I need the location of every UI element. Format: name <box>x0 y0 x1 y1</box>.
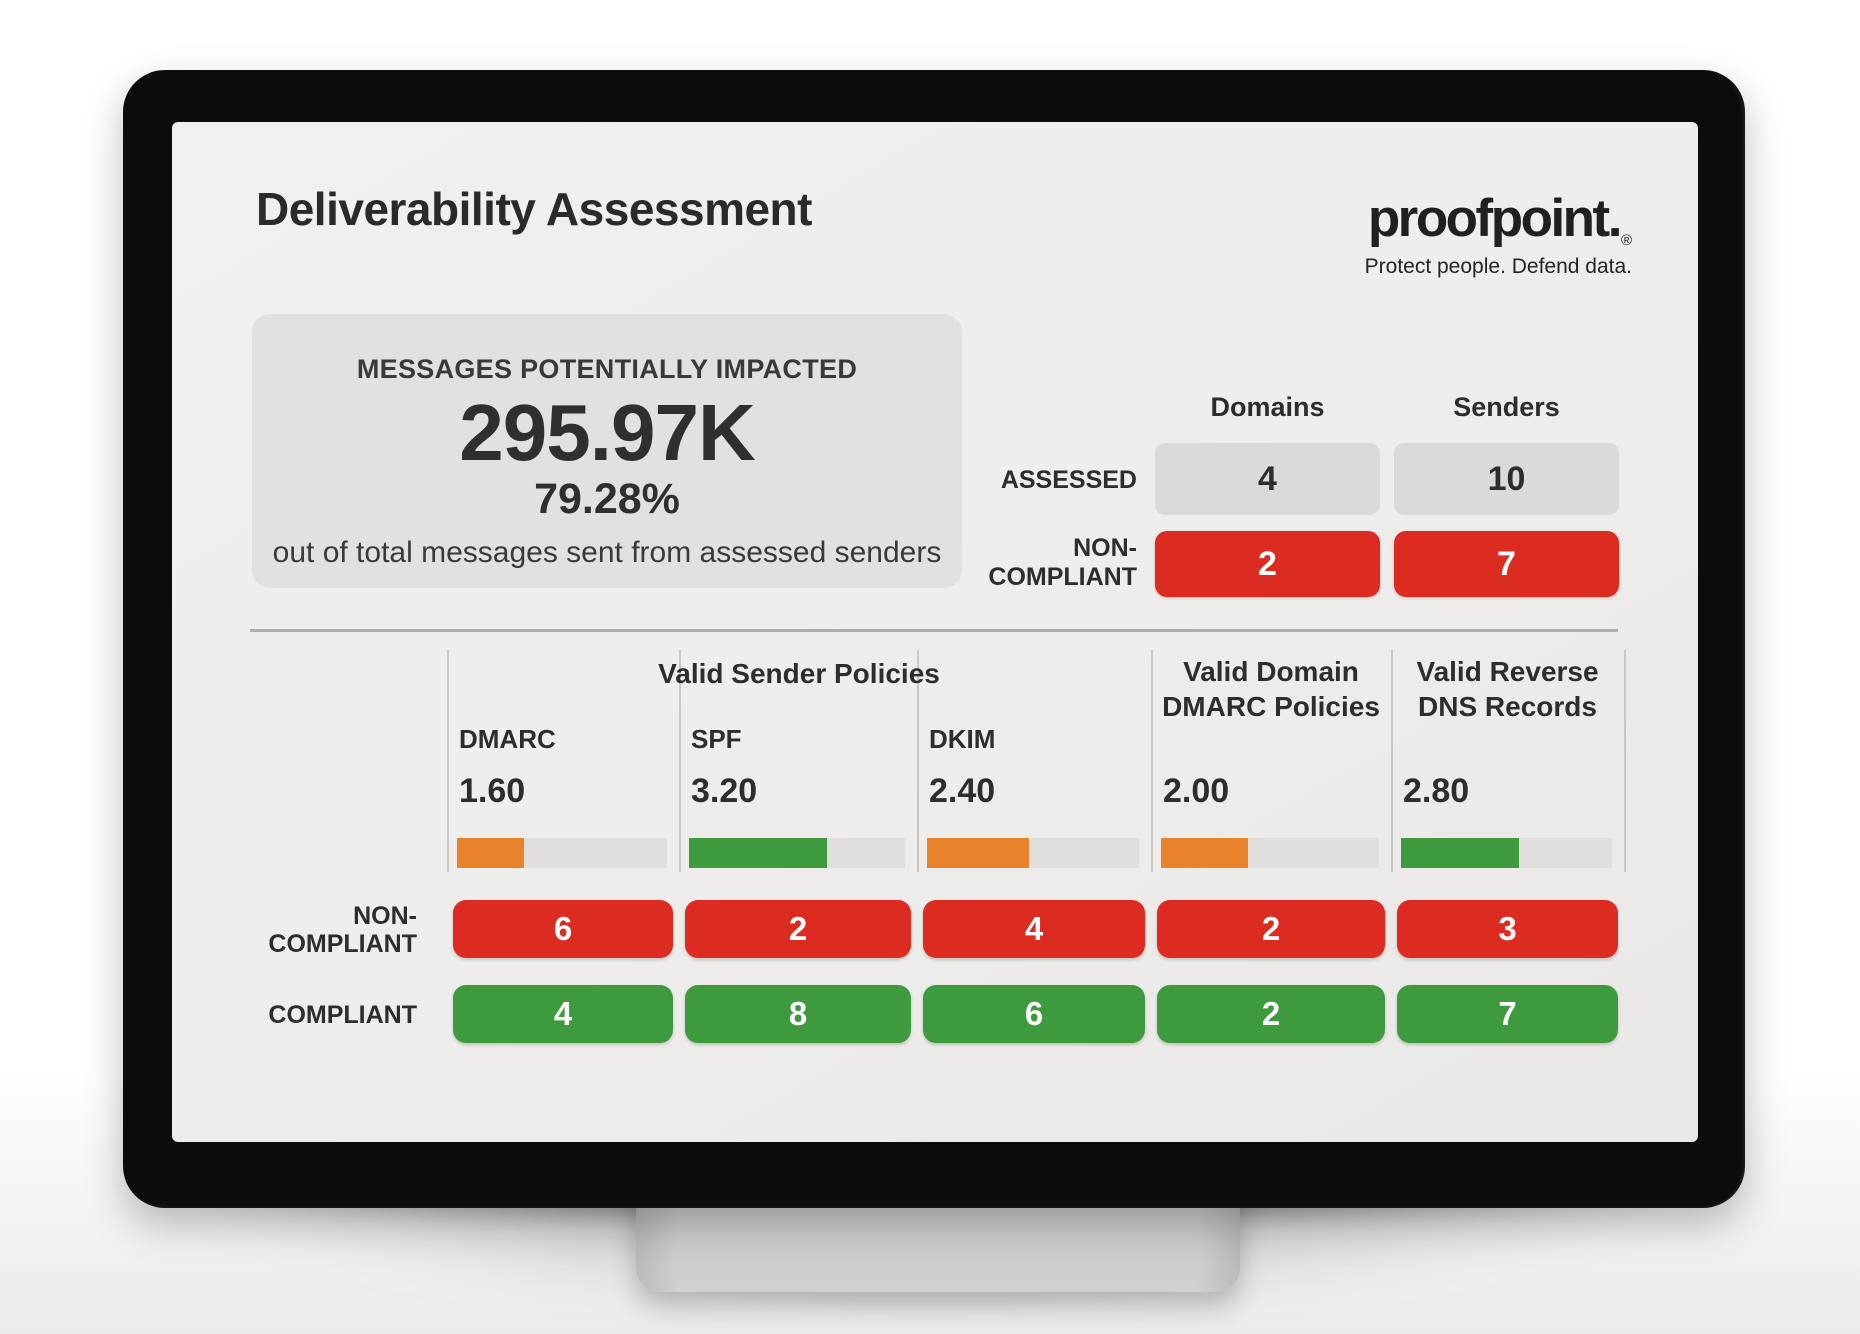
column-separator <box>1391 650 1393 872</box>
summary-row-label-non-compliant: NON- COMPLIANT <box>862 534 1137 592</box>
page-title: Deliverability Assessment <box>256 183 812 235</box>
score-bar <box>1401 838 1612 868</box>
assessed-domains-cell: 4 <box>1155 443 1380 515</box>
assessed-senders-cell: 10 <box>1394 443 1619 515</box>
non-compliant-count-pill: 4 <box>923 900 1145 958</box>
label-line: NON- <box>353 902 417 930</box>
score-bar-fill <box>1401 838 1520 868</box>
policy-label: DMARC <box>459 724 556 754</box>
policy-score: 2.80 <box>1403 772 1470 810</box>
policy-score: 2.40 <box>929 772 996 810</box>
non-compliant-senders-cell: 7 <box>1394 531 1619 597</box>
policy-label: SPF <box>691 724 742 754</box>
label-line: COMPLIANT <box>988 563 1137 591</box>
score-bar-fill <box>927 838 1029 868</box>
score-bar-fill <box>689 838 828 868</box>
non-compliant-count-pill: 3 <box>1397 900 1618 958</box>
policy-label: Valid Domain DMARC Policies <box>1162 656 1380 722</box>
registered-trademark-icon: ® <box>1620 232 1632 249</box>
policy-score: 1.60 <box>459 772 526 810</box>
policy-score: 3.20 <box>691 772 758 810</box>
non-compliant-count-pill: 2 <box>685 900 911 958</box>
policies-row-label-non-compliant: NON- COMPLIANT <box>202 902 417 958</box>
impact-card-percent: 79.28% <box>534 475 680 523</box>
policy-score: 2.00 <box>1163 772 1230 810</box>
summary-column-header-domains: Domains <box>1210 392 1325 422</box>
policy-column-domain-dmarc: Valid Domain DMARC Policies 2.00 2 2 <box>1151 650 1391 1050</box>
compliant-count-pill: 8 <box>685 985 911 1043</box>
policy-column-dmarc: DMARC 1.60 6 4 <box>447 650 679 1050</box>
impact-card-caption: out of total messages sent from assessed… <box>272 536 942 569</box>
column-separator <box>1151 650 1153 872</box>
impact-card-value: 295.97K <box>459 388 755 477</box>
score-bar <box>457 838 667 868</box>
column-separator <box>679 650 681 872</box>
policy-column-reverse-dns: Valid Reverse DNS Records 2.80 3 7 <box>1391 650 1624 1050</box>
score-bar <box>927 838 1139 868</box>
policies-row-label-compliant: COMPLIANT <box>268 1001 417 1029</box>
summary-column-header-senders: Senders <box>1453 392 1560 422</box>
column-separator <box>917 650 919 872</box>
policy-label: DKIM <box>929 724 996 754</box>
compliant-count-pill: 6 <box>923 985 1145 1043</box>
compliant-count-pill: 2 <box>1157 985 1385 1043</box>
dashboard-screen: Deliverability Assessment proofpoint.® P… <box>172 122 1698 1142</box>
label-line: NON- <box>1073 534 1137 562</box>
valid-sender-policies-header: Valid Sender Policies <box>658 658 940 689</box>
non-compliant-count-pill: 6 <box>453 900 673 958</box>
impact-card-label: MESSAGES POTENTIALLY IMPACTED <box>356 354 858 384</box>
score-bar <box>689 838 905 868</box>
score-bar-fill <box>1161 838 1249 868</box>
proofpoint-logo: proofpoint.® Protect people. Defend data… <box>1365 192 1632 279</box>
column-separator <box>1624 650 1626 872</box>
non-compliant-count-pill: 2 <box>1157 900 1385 958</box>
compliant-count-pill: 7 <box>1397 985 1618 1043</box>
section-divider <box>250 629 1618 632</box>
logo-wordmark: proofpoint. <box>1367 189 1623 248</box>
logo-tagline: Protect people. Defend data. <box>1364 255 1632 278</box>
compliant-count-pill: 4 <box>453 985 673 1043</box>
column-separator <box>447 650 449 872</box>
summary-row-label-assessed: ASSESSED <box>1000 466 1137 494</box>
messages-impacted-card: MESSAGES POTENTIALLY IMPACTED 295.97K 79… <box>252 314 962 588</box>
label-line: COMPLIANT <box>268 930 417 958</box>
policy-label: Valid Reverse DNS Records <box>1416 656 1599 722</box>
policy-column-spf: SPF 3.20 2 8 <box>679 650 917 1050</box>
score-bar <box>1161 838 1379 868</box>
non-compliant-domains-cell: 2 <box>1155 531 1380 597</box>
policy-column-dkim: DKIM 2.40 4 6 <box>917 650 1151 1050</box>
score-bar-fill <box>457 838 525 868</box>
